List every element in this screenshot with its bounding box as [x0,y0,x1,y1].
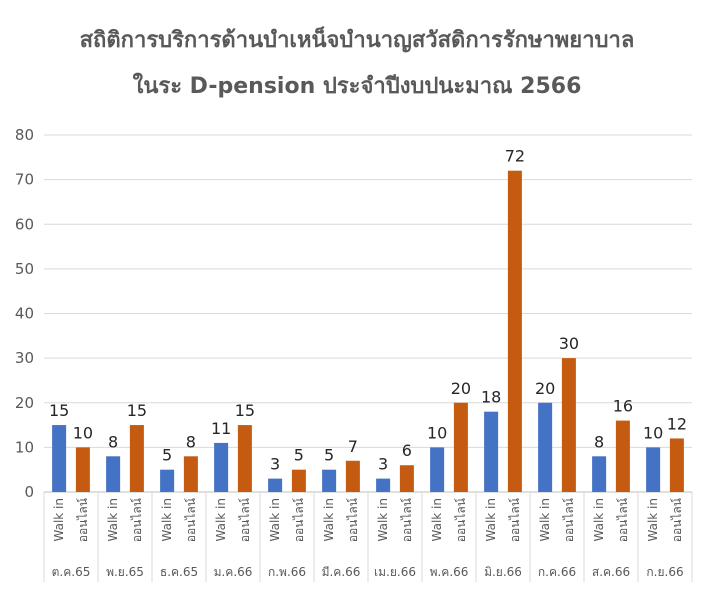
series-sublabel: ออนไลน์ [184,498,198,542]
bar [106,456,121,492]
bar [646,447,661,492]
series-sublabel: ออนไลน์ [508,498,522,542]
series-sublabel: Walk in [430,498,444,542]
category-label: ก.พ.66 [268,565,306,579]
series-sublabel: Walk in [646,498,660,542]
bar [268,478,283,492]
series-sublabel: ออนไลน์ [670,498,684,542]
series-sublabel: ออนไลน์ [130,498,144,542]
series-sublabel: ออนไลน์ [454,498,468,542]
y-tick-label: 60 [15,215,34,233]
series-sublabel: Walk in [214,498,228,542]
y-tick-label: 70 [15,171,34,189]
data-label: 3 [270,455,280,474]
series-sublabel: ออนไลน์ [292,498,306,542]
bar [507,170,522,492]
data-label: 10 [643,423,663,442]
chart-subtitle: ในระ D-pension ประจำปีงบปนะมาณ 2566 [132,74,582,99]
y-tick-label: 80 [15,126,34,144]
series-sublabel: ออนไลน์ [400,498,414,542]
data-label: 11 [211,419,231,438]
y-tick-label: 30 [15,349,34,367]
series-sublabel: Walk in [592,498,606,542]
data-label: 3 [378,455,388,474]
y-tick-label: 20 [15,394,34,412]
series-sublabel: Walk in [160,498,174,542]
bar [291,469,306,492]
data-label: 10 [427,423,447,442]
category-label: พ.ค.66 [430,565,469,579]
series-sublabel: ออนไลน์ [238,498,252,542]
category-label: ธ.ค.65 [160,565,198,579]
category-label: ต.ค.65 [52,565,91,579]
data-label: 15 [49,401,69,420]
bar [160,469,175,492]
data-label: 18 [481,388,501,407]
data-label: 30 [559,334,579,353]
bar [322,469,337,492]
data-label: 8 [186,432,196,451]
bar [399,465,414,492]
bar [669,438,684,492]
bar [52,425,67,492]
bar [129,425,144,492]
bar [615,420,630,492]
y-tick-label: 50 [15,260,34,278]
category-label: พ.ย.65 [106,565,144,579]
data-label: 5 [162,446,172,465]
chart-title: สถิติการบริการด้านบำเหน็จบำนาญสวัสดิการร… [79,28,635,53]
bar [345,460,360,492]
category-label: ส.ค.66 [592,565,630,579]
bar [561,358,576,492]
series-sublabel: ออนไลน์ [562,498,576,542]
series-sublabel: ออนไลน์ [346,498,360,542]
series-sublabel: Walk in [268,498,282,542]
series-sublabel: ออนไลน์ [76,498,90,542]
category-label: ม.ค.66 [214,565,253,579]
category-label: มิ.ย.66 [484,565,522,579]
data-label: 10 [73,423,93,442]
bar [237,425,252,492]
category-label: เม.ย.66 [374,565,416,579]
data-label: 20 [535,379,555,398]
bar [430,447,445,492]
data-label: 8 [108,432,118,451]
bar [592,456,607,492]
bar [183,456,198,492]
data-label: 7 [348,437,358,456]
data-label: 8 [594,432,604,451]
series-sublabel: Walk in [484,498,498,542]
bar [214,442,229,492]
y-tick-label: 10 [15,438,34,456]
data-label: 15 [235,401,255,420]
series-sublabel: Walk in [376,498,390,542]
data-label: 16 [613,397,633,416]
data-label: 20 [451,379,471,398]
series-sublabel: Walk in [538,498,552,542]
data-label: 5 [294,446,304,465]
series-sublabel: ออนไลน์ [616,498,630,542]
bar [376,478,391,492]
category-label: ก.ย.66 [646,565,683,579]
data-label: 5 [324,446,334,465]
bar [453,402,468,492]
category-label: ก.ค.66 [538,565,576,579]
series-sublabel: Walk in [52,498,66,542]
data-label: 15 [127,401,147,420]
series-sublabel: Walk in [322,498,336,542]
y-tick-label: 0 [24,483,34,501]
data-label: 72 [505,147,525,166]
bar [75,447,90,492]
data-label: 12 [667,414,687,433]
bar [484,411,499,492]
series-sublabel: Walk in [106,498,120,542]
bar [538,402,553,492]
data-label: 6 [402,441,412,460]
y-tick-label: 40 [15,305,34,323]
category-label: มี.ค.66 [322,565,361,579]
